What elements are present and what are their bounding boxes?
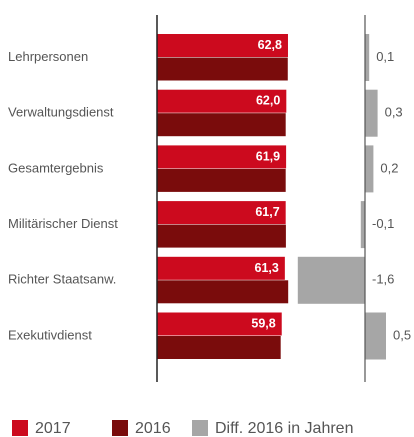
diff-label: -1,6 xyxy=(372,272,394,287)
legend-swatch xyxy=(112,420,128,436)
bar xyxy=(157,113,286,137)
diff-label: 0,3 xyxy=(385,105,403,120)
bar xyxy=(157,256,285,280)
legend-label: Diff. 2016 in Jahren xyxy=(215,420,353,437)
diff-label: 0,5 xyxy=(393,327,411,342)
diff-bar xyxy=(365,145,374,193)
bar xyxy=(157,336,281,359)
legend-swatch xyxy=(192,420,208,436)
bar xyxy=(157,224,286,248)
bar xyxy=(157,201,286,225)
diff-bar xyxy=(365,89,378,137)
value-label: 61,7 xyxy=(255,205,279,219)
legend-swatch xyxy=(12,420,28,436)
bar xyxy=(157,145,287,169)
category-label: Gesamtergebnis xyxy=(8,160,104,175)
diff-label: 0,1 xyxy=(376,49,394,64)
bar xyxy=(157,168,286,192)
diff-bar xyxy=(360,201,365,249)
value-label: 62,0 xyxy=(256,94,280,108)
bar xyxy=(157,312,282,336)
category-label: Verwaltungsdienst xyxy=(8,105,114,120)
category-label: Exekutivdienst xyxy=(8,327,92,342)
category-label: Militärischer Dienst xyxy=(8,216,118,231)
legend-label: 2016 xyxy=(135,420,171,437)
category-label: Lehrpersonen xyxy=(8,49,88,64)
bar xyxy=(157,89,287,113)
diff-bar xyxy=(365,312,386,360)
diff-label: 0,2 xyxy=(380,160,398,175)
bar xyxy=(157,57,288,81)
category-label: Richter Staatsanw. xyxy=(8,272,116,287)
legend-label: 2017 xyxy=(35,420,71,437)
bar xyxy=(157,280,289,304)
value-label: 62,8 xyxy=(258,38,282,52)
diff-label: -0,1 xyxy=(372,216,394,231)
bar xyxy=(157,34,288,57)
diff-bar xyxy=(297,256,365,304)
diff-bar xyxy=(365,34,370,81)
value-label: 59,8 xyxy=(251,317,275,331)
value-label: 61,9 xyxy=(256,149,280,163)
value-label: 61,3 xyxy=(255,261,279,275)
